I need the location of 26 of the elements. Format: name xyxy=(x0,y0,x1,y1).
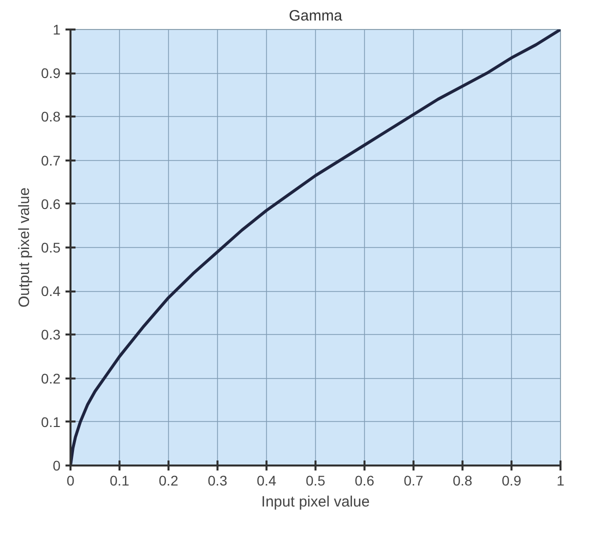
y-tick-label: 0.6 xyxy=(41,196,61,212)
x-tick-label: 0.8 xyxy=(452,472,472,488)
x-tick-label: 1 xyxy=(556,472,565,488)
y-tick-label: 0.8 xyxy=(41,108,61,125)
x-tick-label: 0 xyxy=(66,472,75,488)
y-tick-label: 0.5 xyxy=(41,240,61,256)
y-tick-label: 1 xyxy=(52,22,61,38)
x-tick-label: 0.1 xyxy=(110,472,130,488)
y-axis-title: Output pixel value xyxy=(16,187,34,308)
y-tick-label: 0 xyxy=(52,458,61,474)
y-tick-label: 0.9 xyxy=(41,65,61,82)
x-tick-label: 0.4 xyxy=(256,472,276,488)
x-tick-label: 0.5 xyxy=(306,472,326,488)
y-tick-label: 0.4 xyxy=(41,283,61,300)
x-axis-title: Input pixel value xyxy=(261,494,370,510)
line-series xyxy=(70,30,560,466)
chart-title: Gamma xyxy=(288,8,343,24)
y-tick-label: 0.2 xyxy=(41,370,61,386)
x-tick-label: 0.6 xyxy=(354,472,374,488)
y-tick-label: 0.1 xyxy=(41,414,61,430)
y-tick-label: 0.7 xyxy=(41,152,61,168)
x-tick-label: 0.9 xyxy=(502,472,522,488)
x-tick-label: 0.2 xyxy=(158,472,178,488)
x-tick-label: 0.3 xyxy=(208,472,228,488)
x-tick-label: 0.7 xyxy=(404,472,424,488)
y-tick-label: 0.3 xyxy=(41,326,61,343)
